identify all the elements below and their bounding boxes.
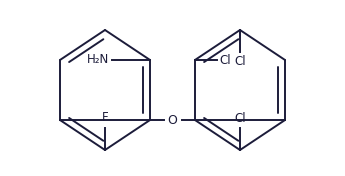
- Text: Cl: Cl: [219, 54, 230, 67]
- Text: F: F: [102, 111, 108, 124]
- Text: Cl: Cl: [234, 55, 246, 68]
- Text: O: O: [168, 114, 177, 127]
- Text: H₂N: H₂N: [87, 54, 109, 67]
- Text: Cl: Cl: [234, 112, 246, 125]
